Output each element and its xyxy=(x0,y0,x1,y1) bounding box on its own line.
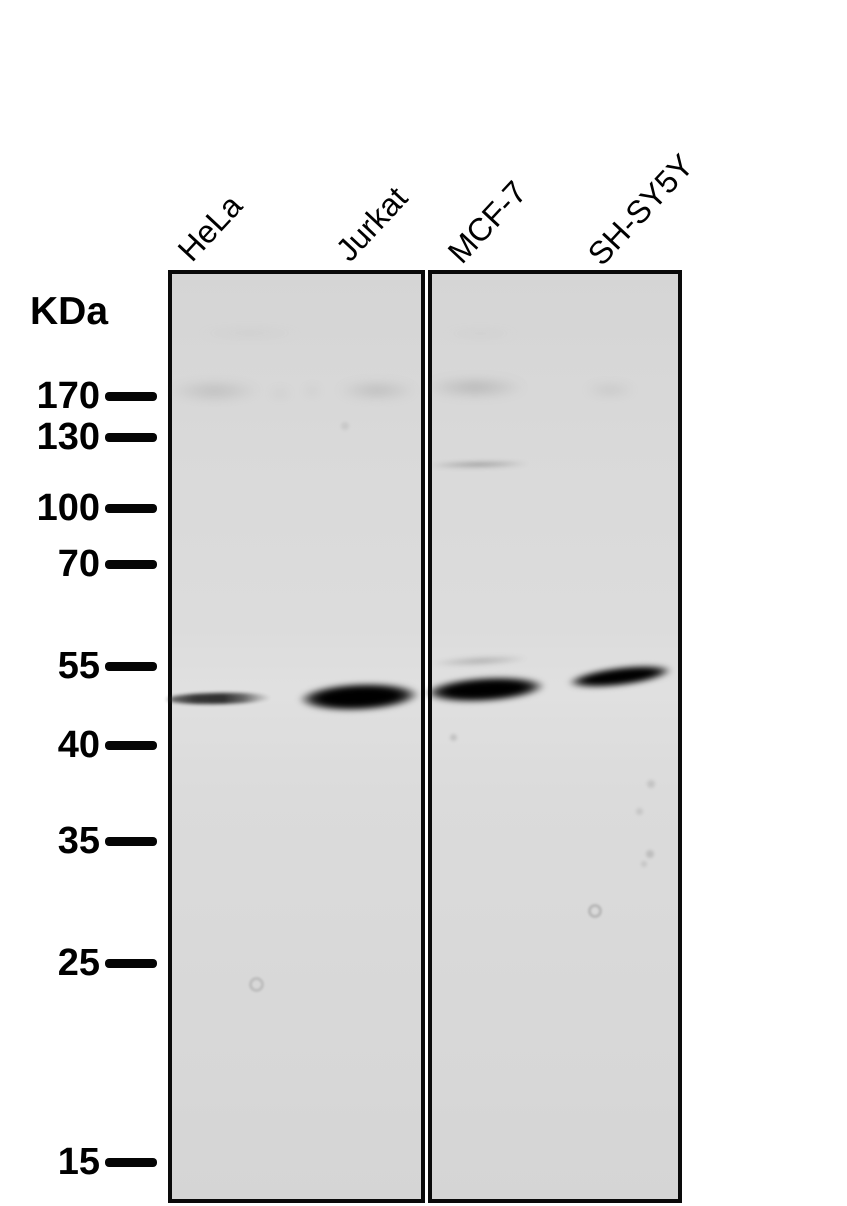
marker-label-70kda: 70 xyxy=(57,543,100,585)
kda-unit-label: KDa xyxy=(30,290,109,333)
marker-tick-15kda xyxy=(105,1158,157,1167)
marker-tick-100kda xyxy=(105,504,157,513)
smudge-hela-170kda xyxy=(167,380,262,402)
smudge-jurkat-170kda-1 xyxy=(303,386,321,396)
marker-label-15kda: 15 xyxy=(57,1141,100,1183)
marker-tick-40kda xyxy=(105,741,157,750)
speck-dot-2 xyxy=(647,780,655,788)
smudge-mcf7-170kda xyxy=(424,377,526,398)
speck-dot-4 xyxy=(646,850,654,858)
speck-ring-right-panel xyxy=(588,904,602,918)
speck-ring-left-panel xyxy=(249,977,264,992)
lane-label-sh-sy5y: SH-SY5Y xyxy=(580,147,701,272)
marker-label-25kda: 25 xyxy=(57,942,100,984)
smudge-jurkat-170kda-2 xyxy=(337,381,417,400)
smudge-shsy5y-170kda xyxy=(584,383,636,397)
speck-dot-1 xyxy=(450,734,457,741)
blot-panel-left xyxy=(168,270,425,1203)
marker-tick-130kda xyxy=(105,433,157,442)
blot-panel-right xyxy=(428,270,682,1203)
marker-label-100kda: 100 xyxy=(36,487,100,529)
speck-dot-3 xyxy=(636,808,643,815)
smudge-hela-top xyxy=(192,327,307,339)
marker-tick-170kda xyxy=(105,392,157,401)
marker-label-55kda: 55 xyxy=(57,645,100,687)
marker-label-170kda: 170 xyxy=(36,375,100,417)
marker-label-40kda: 40 xyxy=(57,724,100,766)
marker-label-35kda: 35 xyxy=(57,820,100,862)
marker-tick-25kda xyxy=(105,959,157,968)
marker-tick-70kda xyxy=(105,560,157,569)
lane-label-mcf-7: MCF-7 xyxy=(440,173,534,270)
marker-tick-55kda xyxy=(105,662,157,671)
lane-label-hela: HeLa xyxy=(170,187,250,268)
smudge-mcf7-top xyxy=(438,328,523,339)
smudge-hela-170kda-2 xyxy=(268,388,292,399)
marker-label-130kda: 130 xyxy=(36,416,100,458)
marker-tick-35kda xyxy=(105,837,157,846)
lane-label-jurkat: Jurkat xyxy=(328,179,415,268)
speck-dot-6 xyxy=(341,422,349,430)
speck-dot-5 xyxy=(641,861,647,867)
